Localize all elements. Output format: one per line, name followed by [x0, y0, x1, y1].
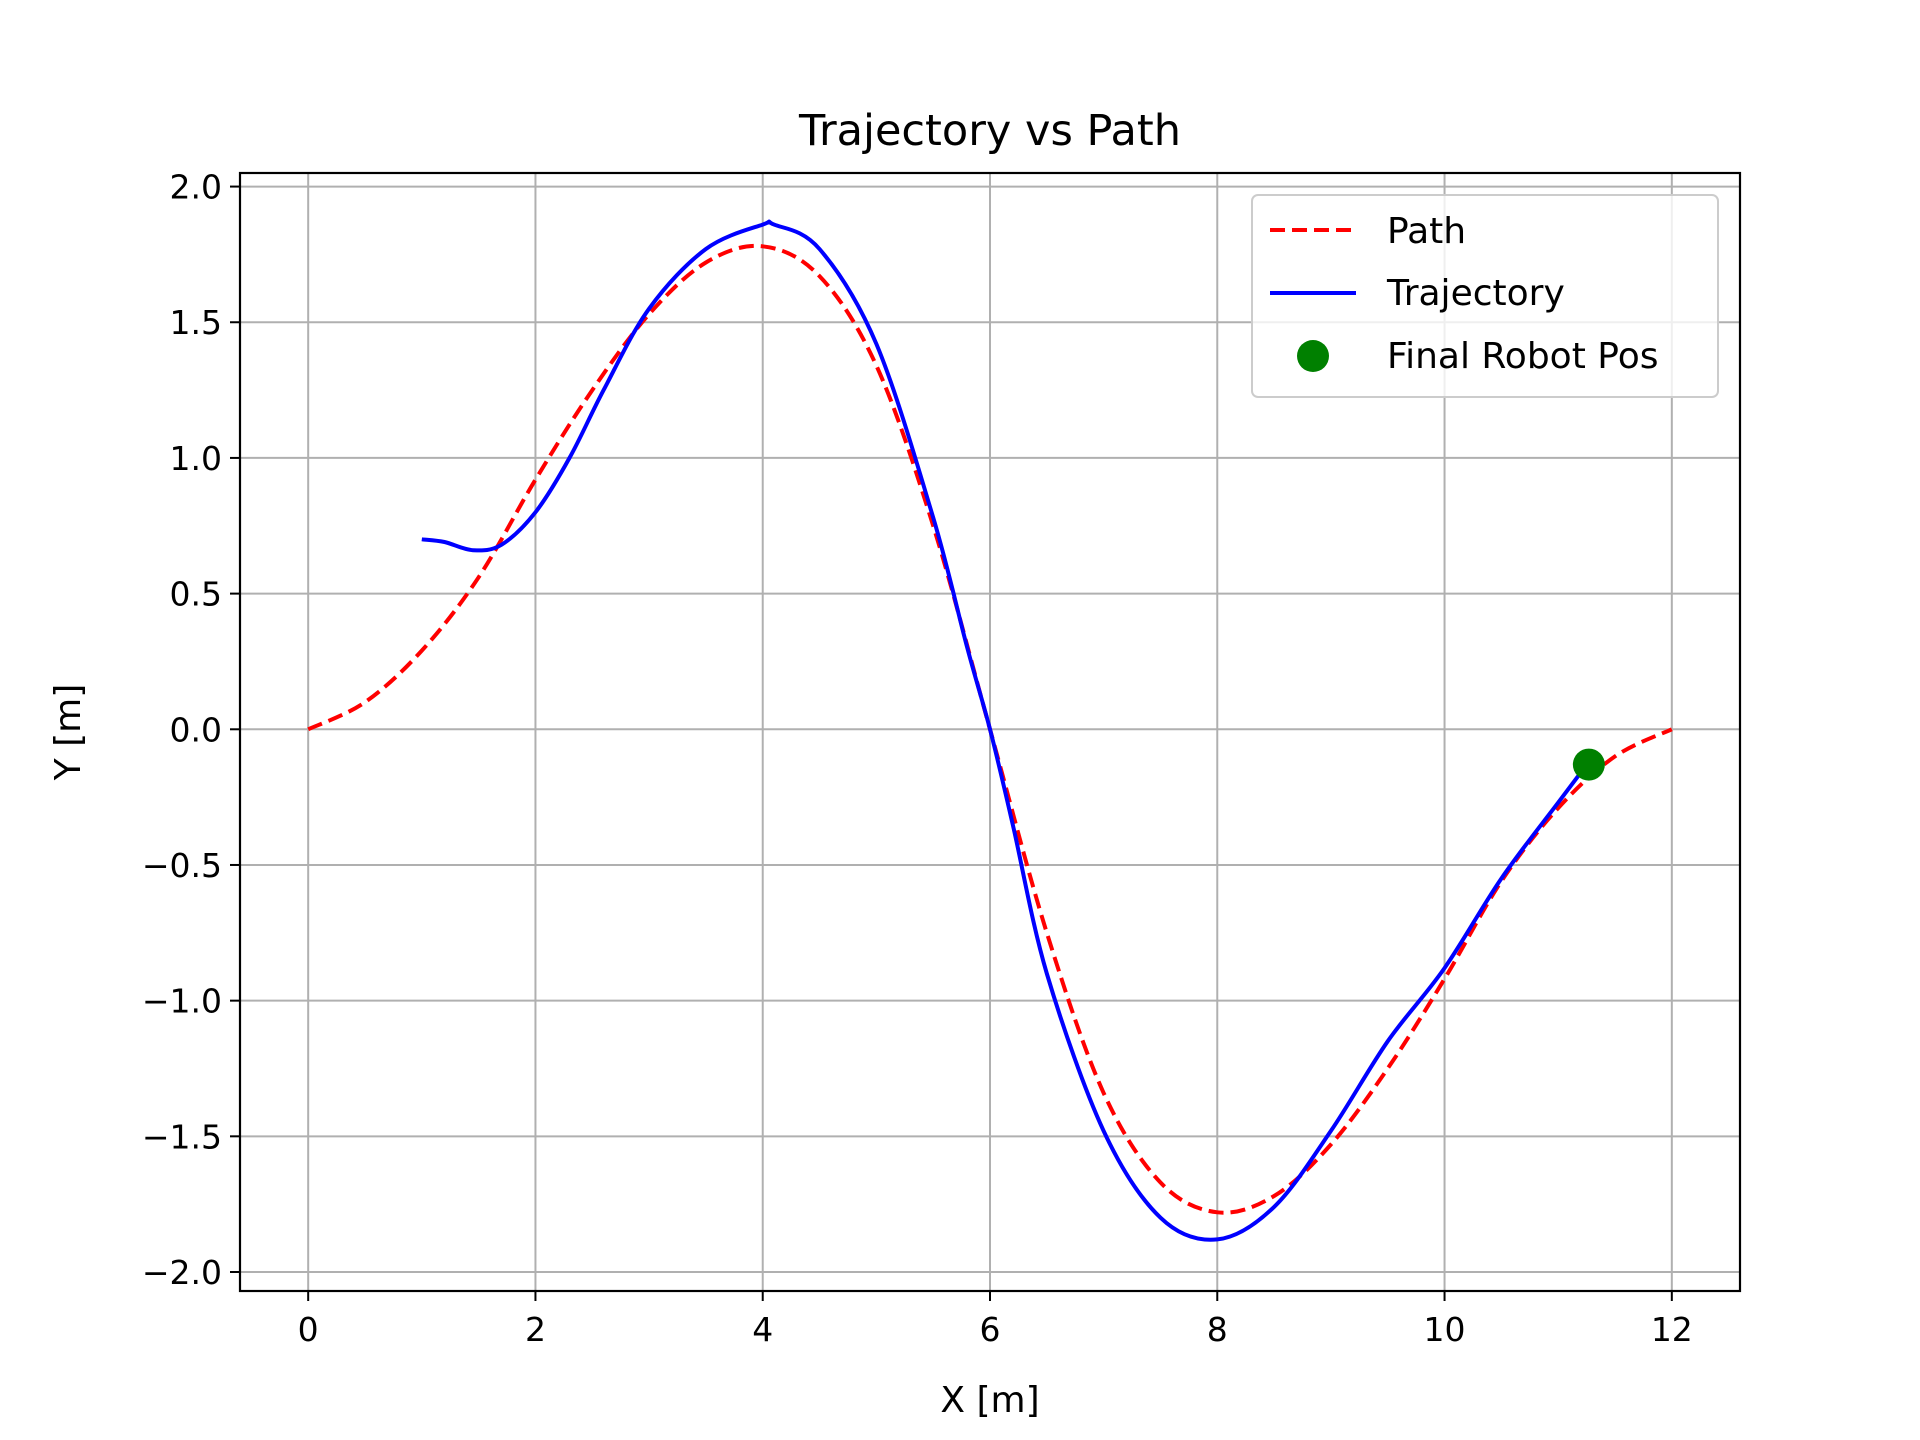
y-tick-label: 2.0: [170, 168, 222, 207]
x-tick-label: 8: [1207, 1310, 1228, 1349]
y-tick-label: −0.5: [142, 846, 222, 885]
x-tick-label: 2: [525, 1310, 546, 1349]
y-ticks: 2.0 1.5 1.0 0.5 0.0 −0.5 −1.0 −1.5 −2.0: [142, 168, 240, 1292]
plot-series: [307, 219, 1673, 1242]
x-tick-label: 4: [752, 1310, 773, 1349]
legend-trajectory-label: Trajectory: [1386, 273, 1565, 314]
y-tick-label: 1.5: [170, 303, 222, 342]
legend-path-label: Path: [1387, 211, 1466, 252]
y-tick-label: 0.5: [170, 575, 222, 614]
final-robot-pos-marker: [1572, 748, 1605, 781]
x-tick-label: 10: [1424, 1310, 1466, 1349]
legend-final-pos-label: Final Robot Pos: [1387, 336, 1658, 377]
y-tick-label: 1.0: [170, 439, 222, 478]
x-tick-label: 6: [980, 1310, 1001, 1349]
legend-final-pos-swatch: [1297, 340, 1329, 372]
y-tick-label: 0.0: [170, 710, 222, 749]
chart-title: Trajectory vs Path: [798, 106, 1181, 156]
x-axis-label: X [m]: [940, 1380, 1039, 1421]
x-tick-label: 12: [1651, 1310, 1693, 1349]
series-line-trajectory: [421, 219, 1591, 1242]
y-axis-label: Y [m]: [48, 684, 89, 782]
y-tick-label: −2.0: [142, 1253, 222, 1292]
legend-box: [1251, 194, 1719, 398]
x-ticks: 0 2 4 6 8 10 12: [298, 1291, 1693, 1349]
y-tick-label: −1.0: [142, 982, 222, 1021]
y-tick-label: −1.5: [142, 1117, 222, 1156]
x-tick-label: 0: [298, 1310, 319, 1349]
legend: Path Trajectory Final Robot Pos: [1251, 194, 1719, 398]
